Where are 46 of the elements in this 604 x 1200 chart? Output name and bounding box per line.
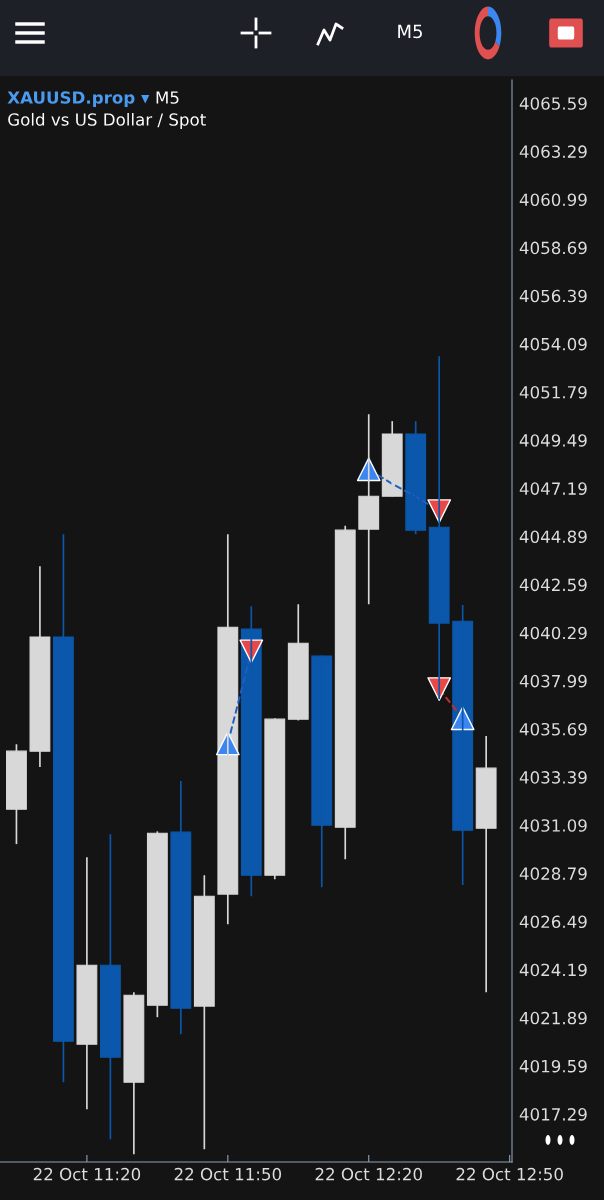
candlestick [146,830,168,1019]
candlestick [334,524,356,861]
candlestick [52,533,74,1084]
x-tick-label: 22 Oct 12:20 [315,1167,422,1181]
y-tick-label: 4024.19 [519,963,587,977]
text: XAUUSD.prop ▾ [7,91,150,108]
y-tick-label: 4035.69 [519,722,587,736]
y-tick-label: 4056.39 [519,289,587,303]
candlestick [76,856,98,1111]
y-tick-label: 4049.49 [519,434,587,447]
y-tick-label: 4042.59 [519,578,587,592]
y-tick-label: 4031.09 [519,819,587,832]
candlestick [99,833,121,1141]
y-tick-label: 4037.99 [519,674,587,688]
y-tick-label: 4028.79 [519,867,587,880]
y-tick-label: 4058.69 [519,241,587,255]
candlestick [264,717,286,881]
candlestick [123,991,145,1156]
x-tick-label: 22 Oct 11:20 [33,1167,141,1181]
y-tick-label: 4033.39 [519,771,587,784]
y-tick-label: 4051.79 [519,386,587,399]
candlestick [6,743,27,845]
x-tick-label: 22 Oct 11:50 [174,1167,282,1181]
y-tick-label: 4019.59 [519,1059,587,1073]
candlestick [311,654,333,889]
candlestick [29,565,51,768]
y-tick-label: 4065.59 [519,97,587,110]
y-tick-label: 4054.09 [519,337,587,351]
text: M5 [398,24,422,39]
y-tick-label: 4044.89 [519,530,587,544]
annotation: M5 [156,91,179,104]
candlestick [193,874,215,1151]
candlestick [405,420,427,535]
text: Gold vs US Dollar / Spot [8,112,206,130]
y-tick-label: 4026.49 [519,915,587,929]
y-tick-label: 4021.89 [519,1011,587,1025]
y-tick-label: 4040.29 [519,626,587,640]
y-tick-label: 4063.29 [519,145,587,158]
candlestick [287,603,309,722]
x-tick-label: 22 Oct 12:50 [456,1167,563,1181]
y-tick-label: 4060.99 [519,193,587,207]
candlestick [475,735,497,994]
y-tick-label: 4017.29 [519,1108,587,1121]
candlestick [170,780,192,1035]
y-tick-label: 4047.19 [519,482,587,495]
candlestick [381,420,403,498]
